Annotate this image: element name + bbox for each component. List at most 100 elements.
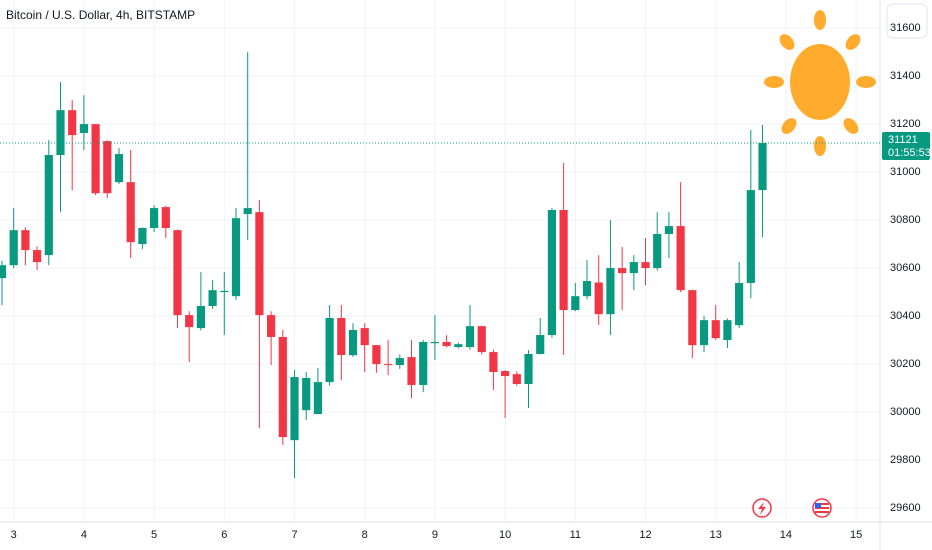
x-tick-label: 9	[432, 529, 438, 541]
candle-body	[196, 306, 205, 329]
y-tick-label: 30000	[890, 406, 921, 418]
candle-body	[337, 318, 346, 355]
y-tick-label: 31600	[890, 22, 921, 34]
candle-body	[711, 320, 720, 339]
candles	[0, 52, 767, 479]
y-tick-label: 31200	[890, 118, 921, 130]
x-tick-label: 15	[850, 529, 862, 541]
x-tick-label: 3	[11, 529, 17, 541]
candle-body	[477, 326, 486, 353]
x-tick-label: 4	[81, 529, 87, 541]
candle-body	[68, 110, 77, 136]
candle-body	[606, 268, 615, 315]
candle-body	[465, 326, 475, 348]
candle-body	[56, 110, 65, 156]
candle-body	[360, 328, 369, 346]
candle-body	[44, 155, 53, 256]
last-price-box	[882, 132, 930, 161]
x-tick-label: 13	[710, 529, 722, 541]
candle-body	[255, 212, 264, 316]
candle-body	[536, 335, 545, 354]
x-tick-label: 12	[639, 529, 651, 541]
candle-body	[372, 345, 381, 365]
candle-body	[629, 262, 638, 274]
candle-body	[0, 265, 7, 279]
y-tick-label: 31000	[890, 166, 921, 178]
x-tick-label: 8	[362, 529, 368, 541]
sun-icon	[764, 10, 876, 156]
y-tick-label: 30200	[890, 358, 921, 370]
candle-body	[161, 207, 170, 228]
flag-icon[interactable]	[812, 498, 832, 518]
candle-body	[302, 378, 311, 411]
candle-body	[103, 141, 112, 194]
candle-body	[594, 282, 603, 315]
candle-body	[501, 371, 510, 377]
candle-body	[653, 234, 662, 269]
y-tick-label: 31400	[890, 70, 921, 82]
decorations	[752, 3, 928, 518]
candle-body	[746, 190, 755, 283]
candle-body	[91, 124, 100, 194]
candle-body	[150, 208, 159, 228]
x-tick-label: 7	[291, 529, 297, 541]
candle-body	[348, 330, 358, 356]
x-tick-label: 6	[221, 529, 227, 541]
candle-body	[126, 182, 135, 243]
scale-button[interactable]	[886, 3, 928, 39]
candle-body	[641, 262, 650, 269]
candle-body	[571, 296, 580, 311]
candle-body	[489, 352, 498, 372]
candle-body	[442, 342, 451, 347]
x-tick-label: 10	[499, 529, 511, 541]
candle-body	[618, 268, 627, 274]
candle-body	[21, 230, 30, 251]
candle-body	[512, 374, 521, 384]
candle-body	[9, 230, 18, 266]
candle-body	[243, 208, 252, 215]
candle-body	[32, 250, 42, 263]
y-tick-label: 29800	[890, 454, 921, 466]
candle-body	[454, 344, 463, 348]
x-tick-label: 14	[780, 529, 792, 541]
last-price-label: 31121	[888, 134, 918, 146]
candle-body	[313, 382, 322, 414]
event-icon[interactable]	[752, 498, 772, 518]
candle-body	[208, 290, 217, 306]
candle-body	[325, 318, 334, 383]
candle-body	[231, 218, 241, 297]
candle-body	[735, 282, 744, 326]
y-tick-label: 29600	[890, 502, 921, 514]
x-tick-label: 5	[151, 529, 157, 541]
candle-body	[173, 230, 182, 316]
candle-body	[220, 290, 229, 293]
y-tick-label: 30800	[890, 214, 921, 226]
candle-body	[699, 320, 709, 346]
candle-body	[79, 124, 88, 133]
candle-body	[676, 226, 685, 291]
candle-body	[524, 354, 533, 384]
candle-body	[559, 210, 568, 311]
candle-body	[384, 364, 393, 366]
y-tick-label: 30600	[890, 262, 921, 274]
candle-body	[114, 154, 124, 183]
candle-body	[419, 342, 428, 385]
candle-body	[547, 210, 557, 336]
candle-body	[185, 315, 194, 328]
candle-body	[290, 377, 299, 441]
candle-body	[688, 290, 697, 346]
candle-body	[267, 315, 276, 337]
candle-body	[138, 228, 147, 245]
candle-body	[278, 336, 287, 438]
y-tick-label: 30400	[890, 310, 921, 322]
candle-body	[664, 226, 674, 234]
chart-title: Bitcoin / U.S. Dollar, 4h, BITSTAMP	[6, 8, 195, 22]
countdown-label: 01:55:53	[888, 147, 931, 159]
x-tick-label: 11	[570, 529, 581, 541]
candle-body	[430, 342, 440, 344]
candle-body	[582, 281, 592, 297]
candle-body	[758, 143, 767, 191]
